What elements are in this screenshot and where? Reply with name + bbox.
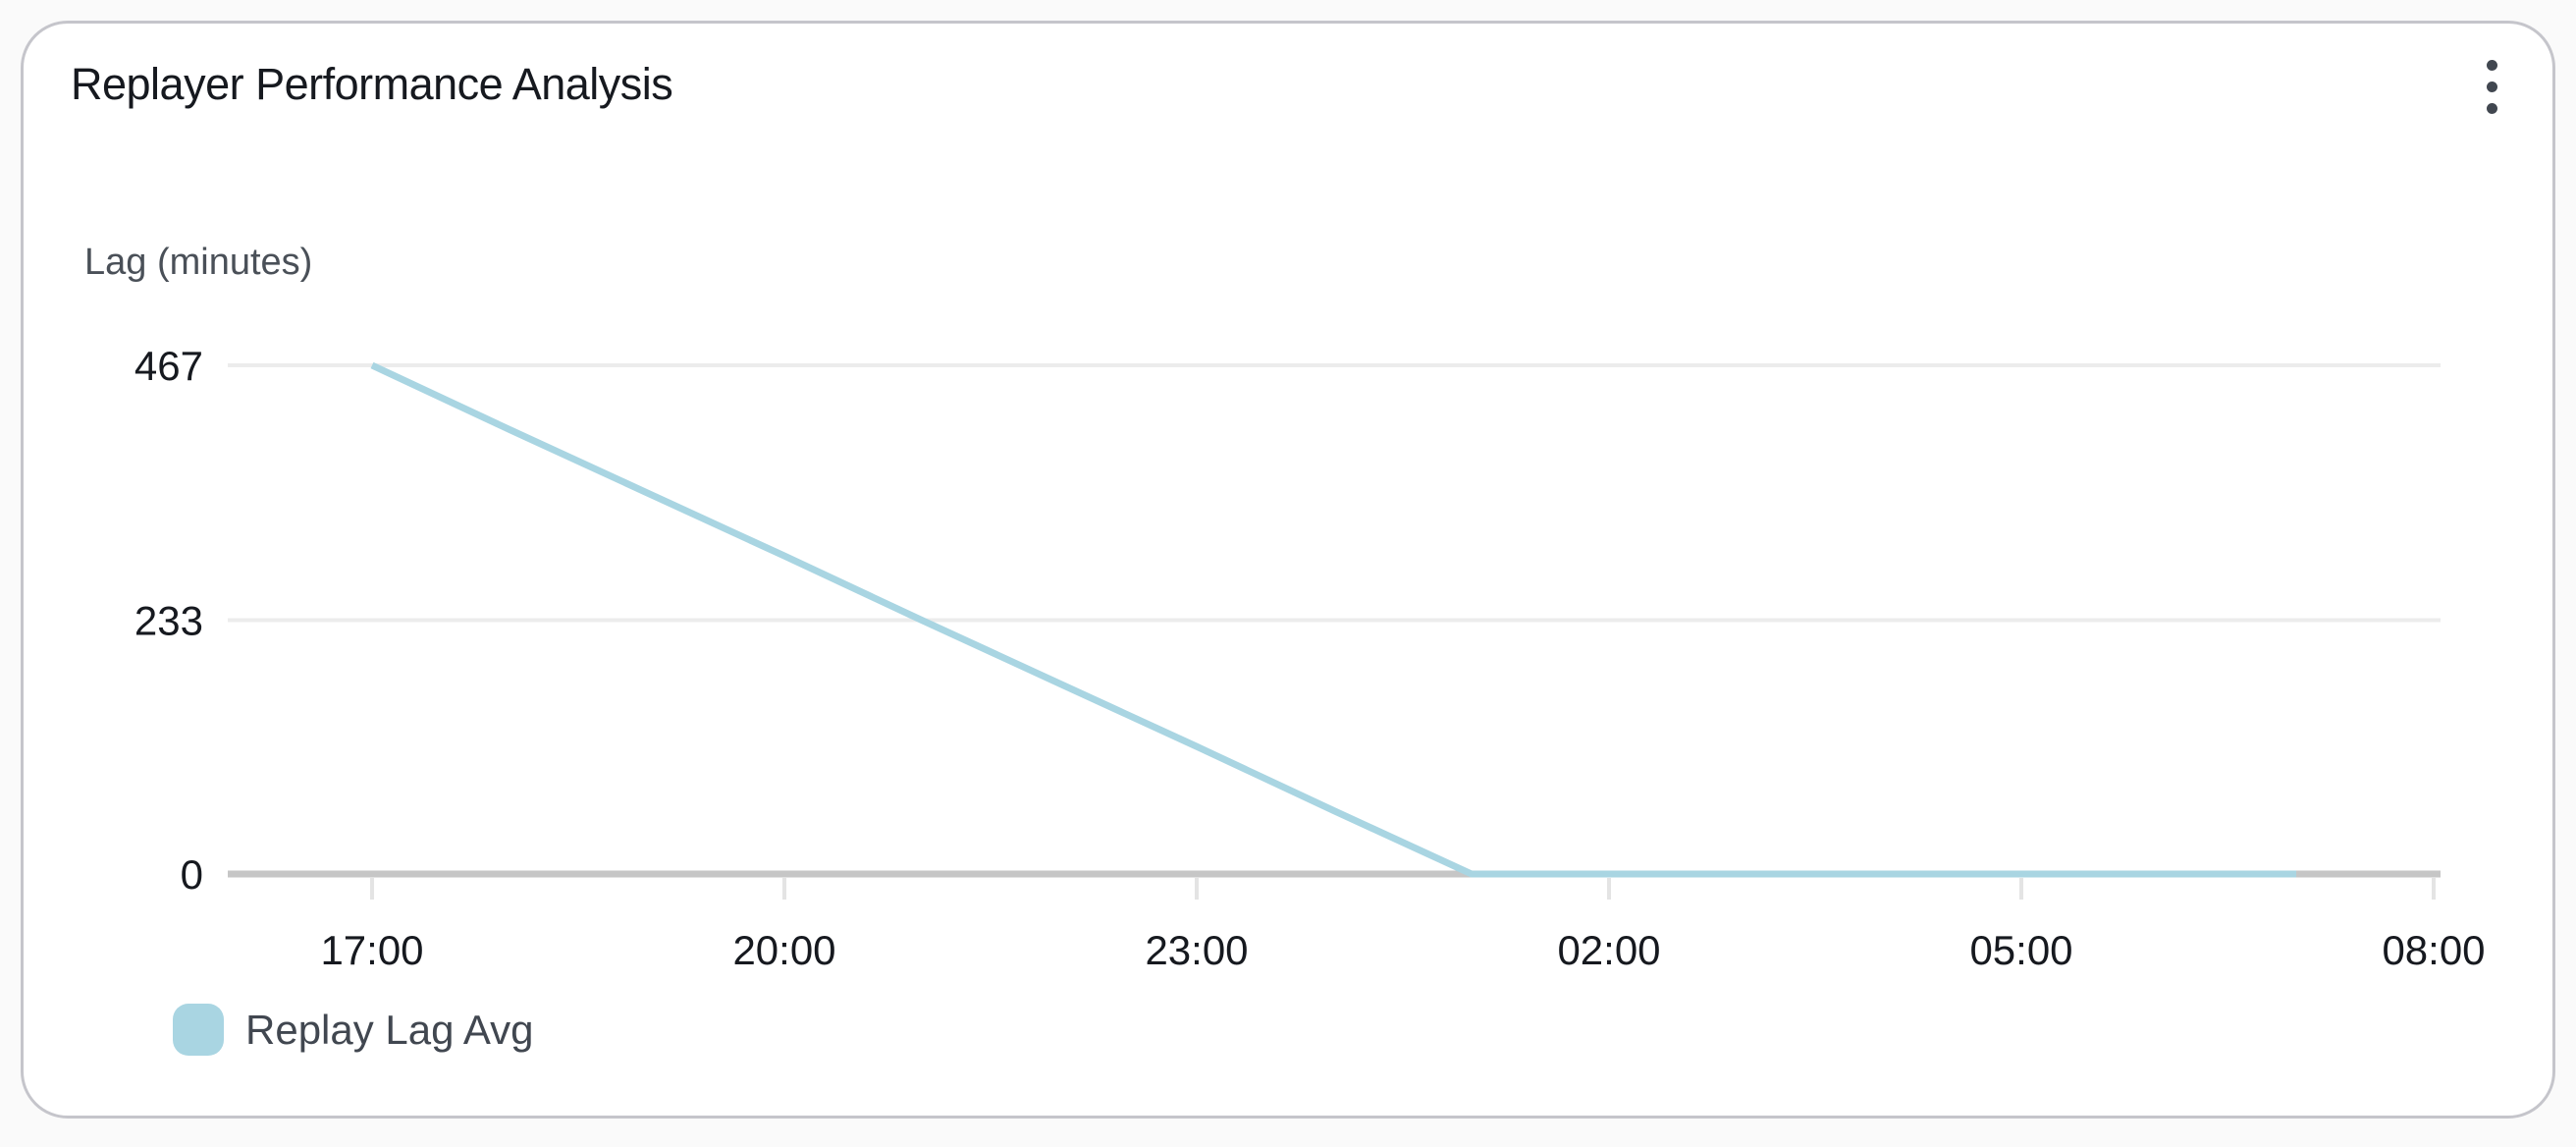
chart-canvas[interactable]: 0 233 467 17:00 20:00 23:00 02:00 05:00 08:00 xyxy=(24,24,2552,1116)
y-axis-unit-label: Lag (minutes) xyxy=(84,242,313,283)
x-axis-tick-label: 17:00 xyxy=(320,927,423,973)
x-axis-tick-label: 05:00 xyxy=(1969,927,2072,973)
x-axis-tick-label: 02:00 xyxy=(1557,927,1660,973)
gridlines xyxy=(228,363,2441,623)
vertical-ellipsis-icon xyxy=(2486,59,2497,114)
data-series xyxy=(370,361,2296,878)
chart-widget-card: Replayer Performance Analysis 0 233 467 17:… xyxy=(21,21,2555,1119)
widget-menu-button[interactable] xyxy=(2460,51,2523,122)
x-axis-tick-label: 23:00 xyxy=(1145,927,1248,973)
y-axis-tick-label: 0 xyxy=(181,851,203,898)
page-title: Replayer Performance Analysis xyxy=(71,59,673,109)
y-axis-tick-label: 467 xyxy=(134,343,203,389)
legend-item-label: Replay Lag Avg xyxy=(245,1006,534,1053)
axes xyxy=(228,870,2441,900)
x-axis-tick-label: 08:00 xyxy=(2382,927,2485,973)
line-series-replay-lag-avg xyxy=(370,361,2296,878)
legend-item-replay-lag-avg[interactable]: Replay Lag Avg xyxy=(173,1004,533,1056)
legend-swatch-icon xyxy=(173,1004,224,1056)
axis-labels: 0 233 467 17:00 20:00 23:00 02:00 05:00 08:00 xyxy=(134,343,2486,973)
x-axis-tick-label: 20:00 xyxy=(732,927,835,973)
y-axis-tick-label: 233 xyxy=(134,598,203,644)
